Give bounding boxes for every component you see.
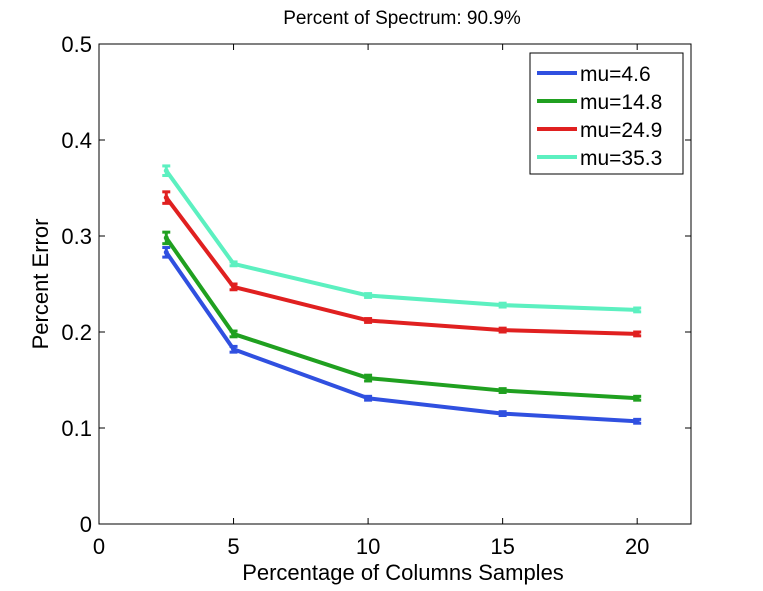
x-tick-label: 10: [356, 534, 380, 559]
data-point: [163, 168, 169, 174]
y-tick-label: 0.4: [61, 128, 92, 153]
x-tick-label: 5: [227, 534, 239, 559]
chart-title: Percent of Spectrum: 90.9%: [283, 8, 521, 29]
data-point: [500, 327, 506, 333]
legend-label: mu=4.6: [580, 63, 651, 86]
series-layer: [162, 164, 642, 425]
data-point: [231, 346, 237, 352]
data-point: [500, 388, 506, 394]
data-point: [634, 307, 640, 313]
data-point: [231, 331, 237, 337]
data-point: [634, 418, 640, 424]
data-point: [634, 395, 640, 401]
data-point: [365, 395, 371, 401]
data-point: [365, 293, 371, 299]
legend: mu=4.6 mu=14.8 mu=24.9 mu=35.3: [529, 52, 684, 175]
x-tick-label: 15: [490, 534, 514, 559]
x-axis-label: Percentage of Columns Samples: [242, 560, 564, 585]
legend-label: mu=24.9: [580, 119, 662, 142]
x-tick-label: 0: [93, 534, 105, 559]
data-point: [163, 235, 169, 241]
data-point: [634, 331, 640, 337]
y-tick-label: 0.1: [61, 416, 92, 441]
data-point: [365, 375, 371, 381]
y-tick-label: 0.2: [61, 320, 92, 345]
data-point: [365, 317, 371, 323]
y-axis-label: Percent Error: [28, 219, 53, 350]
legend-label: mu=35.3: [580, 147, 662, 170]
y-tick-label: 0.5: [61, 32, 92, 57]
data-point: [163, 195, 169, 201]
axis-ticks: 0 5 10 15 20 0 0.1 0.2 0.3 0.4 0.5: [61, 32, 691, 559]
data-point: [231, 261, 237, 267]
x-tick-label: 20: [625, 534, 649, 559]
y-tick-label: 0.3: [61, 224, 92, 249]
y-tick-label: 0: [80, 512, 92, 537]
data-point: [163, 249, 169, 255]
legend-label: mu=14.8: [580, 91, 662, 114]
data-point: [231, 284, 237, 290]
data-point: [500, 411, 506, 417]
data-point: [500, 302, 506, 308]
